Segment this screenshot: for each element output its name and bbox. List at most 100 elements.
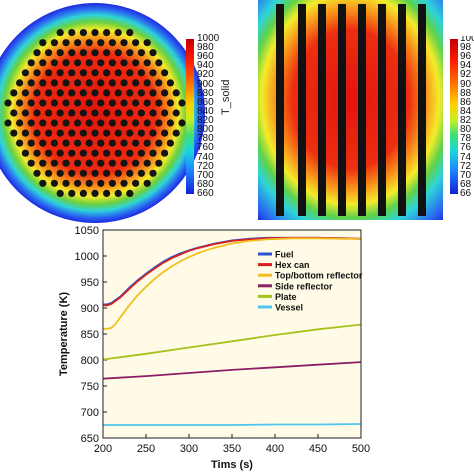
core-disk bbox=[0, 3, 205, 223]
fuel-pin-dot bbox=[103, 129, 111, 137]
fuel-pin-dot bbox=[103, 69, 111, 77]
plot-area bbox=[103, 230, 361, 438]
fuel-pin-dot bbox=[108, 139, 116, 147]
fuel-pin-dot bbox=[108, 59, 116, 67]
colorbar-tick-label: 76 bbox=[460, 142, 472, 154]
fuel-pin-dot bbox=[149, 89, 157, 97]
fuel-pin-dot bbox=[108, 119, 116, 127]
fuel-pin-dot bbox=[74, 159, 82, 167]
control-rod bbox=[418, 4, 426, 216]
fuel-pin-dot bbox=[166, 99, 174, 107]
colorbar-tick-label: 740 bbox=[197, 151, 214, 163]
y-tick-label: 750 bbox=[81, 381, 99, 393]
fuel-pin-dot bbox=[79, 69, 87, 77]
fuel-pin-dot bbox=[62, 99, 70, 107]
fuel-pin-dot bbox=[10, 89, 18, 97]
y-axis-label: Temperature (K) bbox=[58, 292, 70, 376]
fuel-pin-dot bbox=[132, 139, 140, 147]
fuel-pin-dot bbox=[16, 119, 24, 127]
colorbar-tick-label: 100 bbox=[460, 36, 474, 44]
fuel-pin-dot bbox=[79, 89, 87, 97]
fuel-pin-dot bbox=[172, 129, 180, 137]
fuel-pin-dot bbox=[91, 149, 99, 157]
fuel-pin-dot bbox=[172, 109, 180, 117]
x-tick-label: 450 bbox=[309, 443, 327, 455]
legend-label: Top/bottom reflector bbox=[275, 271, 363, 281]
fuel-pin-dot bbox=[143, 119, 151, 127]
fuel-pin-dot bbox=[45, 169, 53, 177]
fuel-pin-dot bbox=[21, 69, 29, 77]
fuel-pin-dot bbox=[178, 119, 186, 127]
fuel-pin-dot bbox=[74, 99, 82, 107]
colorbar-tick-label: 820 bbox=[197, 115, 214, 127]
fuel-pin-dot bbox=[50, 39, 59, 47]
fuel-pin-dot bbox=[91, 28, 99, 37]
fuel-pin-dot bbox=[16, 99, 24, 107]
fuel-pin-dot bbox=[91, 109, 99, 117]
fuel-pin-dot bbox=[85, 99, 93, 107]
fuel-pin-dot bbox=[132, 99, 140, 107]
fuel-pin-dot bbox=[178, 99, 186, 107]
fuel-pin-dot bbox=[137, 69, 145, 77]
colorbar-tick-label: 800 bbox=[197, 124, 214, 136]
control-rod bbox=[358, 4, 366, 216]
fuel-pin-dot bbox=[74, 139, 82, 147]
fuel-pin-dot bbox=[33, 129, 41, 137]
control-rod bbox=[378, 4, 386, 216]
fuel-pin-dot bbox=[21, 109, 29, 117]
fuel-pin-dot bbox=[45, 149, 53, 157]
fuel-pin-dot bbox=[39, 99, 47, 107]
colorbar-tick-label: 74 bbox=[460, 151, 472, 163]
fuel-pin-dot bbox=[155, 99, 163, 107]
colorbar-tick-label: 920 bbox=[197, 69, 214, 81]
fuel-pin-dot bbox=[114, 89, 122, 97]
fuel-pin-dot bbox=[155, 159, 163, 167]
fuel-pin-dot bbox=[74, 119, 82, 127]
fuel-pin-dot bbox=[45, 89, 53, 97]
series-line bbox=[102, 323, 362, 361]
x-tick-label: 500 bbox=[352, 443, 370, 455]
colorbar-tick-label: 70 bbox=[460, 169, 472, 181]
fuel-pin-dot bbox=[91, 169, 99, 177]
fuel-pin-dot bbox=[62, 139, 70, 147]
fuel-pin-dot bbox=[143, 39, 151, 47]
y-tick-label: 1050 bbox=[75, 225, 99, 237]
fuel-pin-dot bbox=[126, 28, 134, 37]
y-tick-label: 800 bbox=[81, 355, 99, 367]
fuel-pin-dot bbox=[97, 39, 105, 47]
fuel-pin-dot bbox=[143, 159, 151, 167]
fuel-pin-dot bbox=[143, 79, 151, 87]
fuel-pin-dot bbox=[62, 159, 70, 167]
fuel-pin-dot bbox=[68, 169, 76, 177]
fuel-pin-dot bbox=[132, 39, 140, 47]
fuel-pin-dot bbox=[103, 169, 111, 177]
fuel-pin-dot bbox=[33, 49, 41, 57]
colorbar-tick-label: 66 bbox=[460, 188, 472, 199]
fuel-pin-dot bbox=[85, 159, 93, 167]
colorbar-tick-label: 680 bbox=[197, 178, 214, 190]
fuel-pin-dot bbox=[79, 49, 87, 57]
fuel-pin-dot bbox=[45, 129, 53, 137]
temperature-line-chart: 200 250 300 350 400 450 500 650 700 750 800 850 900 9… bbox=[58, 225, 370, 471]
fuel-pin-dot bbox=[108, 159, 116, 167]
fuel-pin-dot bbox=[27, 139, 35, 147]
fuel-pin-dot bbox=[39, 139, 47, 147]
fuel-pin-dot bbox=[62, 119, 70, 127]
fuel-pin-dot bbox=[45, 109, 53, 117]
fuel-pin-dot bbox=[91, 89, 99, 97]
fuel-pin-dot bbox=[91, 129, 99, 137]
fuel-pin-dot bbox=[39, 59, 47, 67]
fuel-pin-dot bbox=[103, 49, 111, 57]
fuel-pin-dot bbox=[85, 179, 93, 187]
fuel-pin-dot bbox=[108, 179, 116, 187]
fuel-pin-dot bbox=[120, 39, 128, 47]
x-tick-label: 250 bbox=[137, 443, 155, 455]
fuel-pin-dot bbox=[137, 49, 145, 57]
x-tick-label: 350 bbox=[223, 443, 241, 455]
colorbar-tick-label: 880 bbox=[197, 87, 214, 99]
colorbar-tick-label: 960 bbox=[197, 51, 214, 63]
fuel-pin-dot bbox=[50, 79, 59, 87]
colorbar-left-gradient bbox=[186, 39, 194, 194]
fuel-pin-dot bbox=[10, 129, 18, 137]
fuel-pin-dot bbox=[85, 139, 93, 147]
